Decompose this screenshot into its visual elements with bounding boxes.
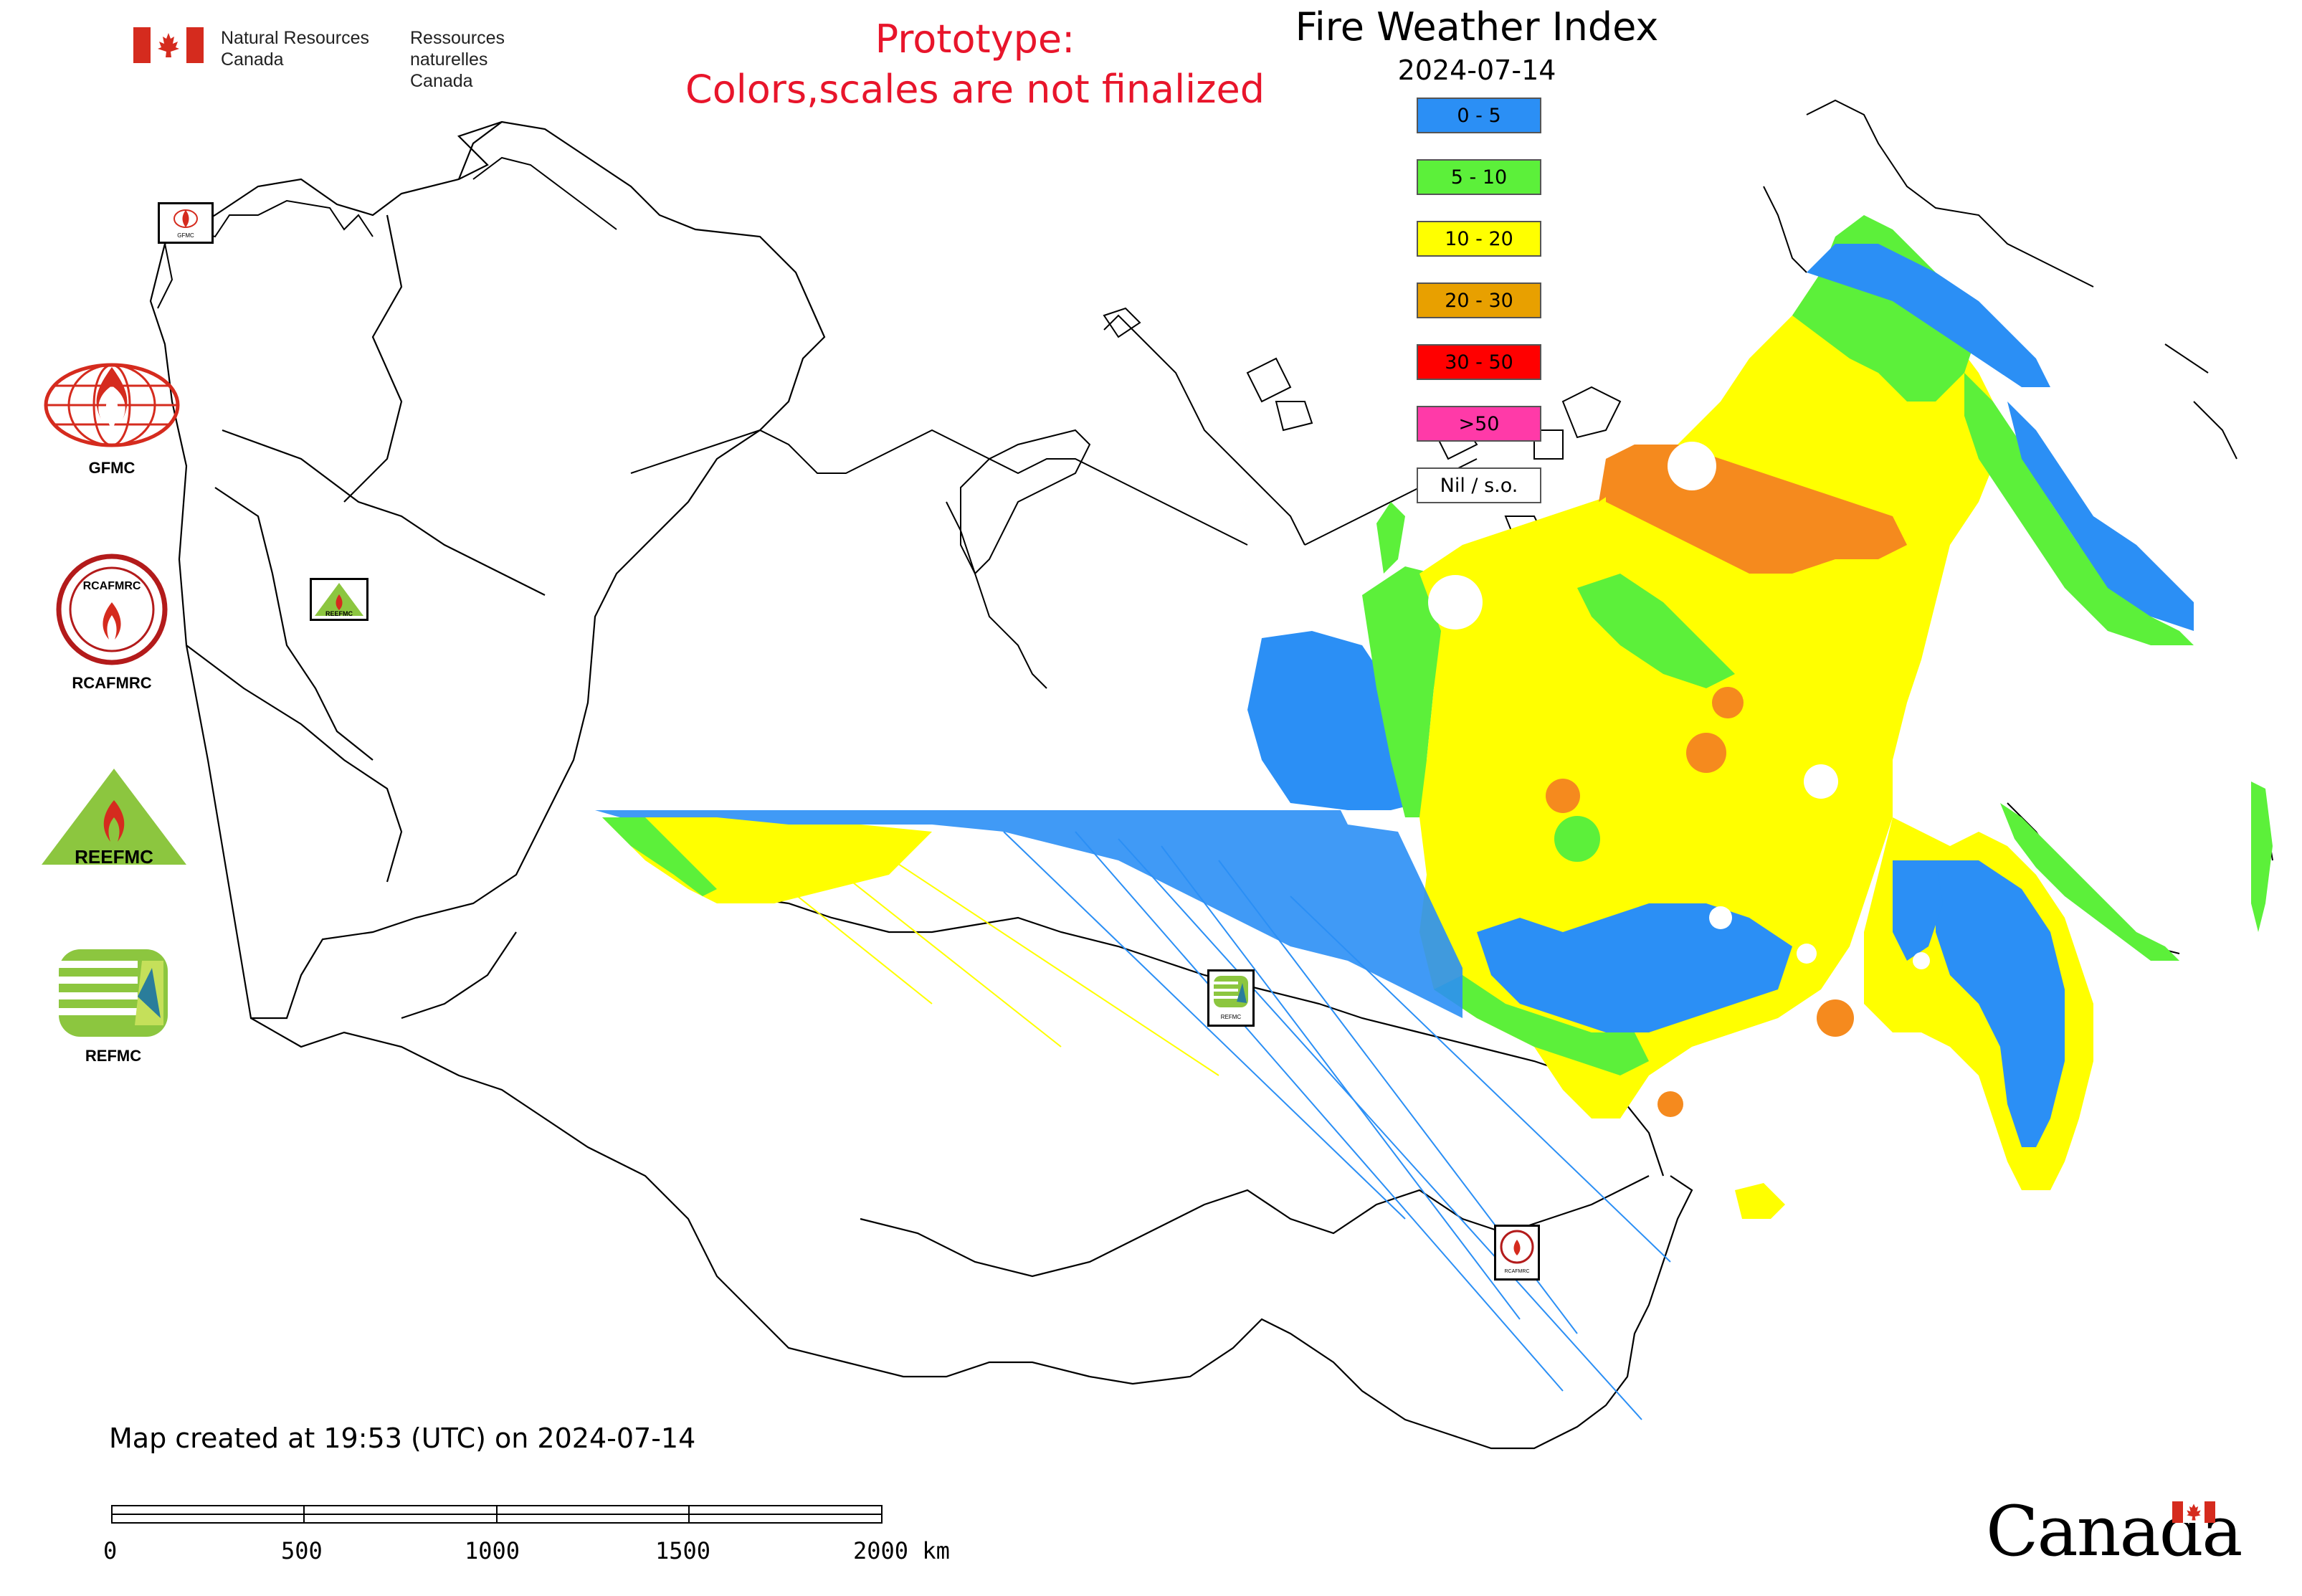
gov-en-line1: Natural Resources [221, 28, 370, 48]
gfmc-marker-icon: GFMC [173, 209, 198, 239]
svg-text:REEFMC: REEFMC [325, 610, 353, 617]
legend-label: 0 - 5 [1457, 104, 1501, 127]
map-title: Fire Weather Index [1295, 4, 1659, 49]
reefmc-marker[interactable]: REEFMC [310, 578, 368, 621]
svg-text:GFMC: GFMC [177, 232, 194, 239]
refmc-label: REFMC [85, 1047, 142, 1065]
rcafmrc-marker-icon: RCAFMRC [1500, 1230, 1534, 1274]
legend: 0 - 5 5 - 10 10 - 20 20 - 30 30 - 50 >50… [1417, 98, 1541, 529]
fwi-shading [595, 215, 2273, 1420]
wordmark-flag-icon [2172, 1501, 2215, 1523]
gfmc-label: GFMC [88, 459, 135, 477]
svg-text:REFMC: REFMC [1221, 1014, 1242, 1020]
legend-item-0-5: 0 - 5 [1417, 98, 1541, 133]
legend-item-30-50: 30 - 50 [1417, 344, 1541, 380]
refmc-marker-icon: REFMC [1214, 976, 1248, 1020]
nova-zemlya-outline [960, 429, 1091, 575]
legend-label: >50 [1458, 412, 1500, 435]
legend-item-5-10: 5 - 10 [1417, 159, 1541, 195]
rcafmrc-logo: RCAFMRC RCAFMRC [54, 552, 169, 693]
prototype-line1: Prototype: [875, 16, 1075, 62]
gov-fr-line2: Canada [410, 71, 473, 91]
scale-bar [111, 1505, 883, 1524]
scale-label-1500: 1500 [655, 1537, 711, 1564]
refmc-marker[interactable]: REFMC [1207, 969, 1255, 1027]
rcafmrc-marker[interactable]: RCAFMRC [1494, 1225, 1540, 1281]
gov-name-en: Natural Resources Canada [221, 27, 393, 70]
gov-en-line2: Canada [221, 49, 284, 70]
scale-label-2000-km: 2000 km [853, 1537, 950, 1564]
scale-label-500: 500 [281, 1537, 323, 1564]
reefmc-logo: REEFMC [37, 764, 191, 875]
rcafmrc-logo-icon: RCAFMRC [56, 554, 168, 665]
legend-item-10-20: 10 - 20 [1417, 221, 1541, 257]
canada-flag-icon [133, 27, 204, 63]
gov-name-fr: Ressources naturelles Canada [410, 27, 582, 92]
svg-text:RCAFMRC: RCAFMRC [83, 580, 141, 592]
legend-item-gt50: >50 [1417, 406, 1541, 442]
legend-label: Nil / s.o. [1440, 474, 1518, 497]
prototype-line2: Colors,scales are not finalized [685, 67, 1265, 112]
gfmc-logo-icon [44, 363, 180, 447]
refmc-logo-icon [59, 949, 168, 1037]
svg-text:REEFMC: REEFMC [75, 846, 153, 868]
map-created-text: Map created at 19:53 (UTC) on 2024-07-14 [109, 1422, 696, 1454]
gov-fr-line1: Ressources naturelles [410, 28, 505, 70]
legend-label: 20 - 30 [1445, 289, 1513, 312]
legend-item-20-30: 20 - 30 [1417, 282, 1541, 318]
scale-label-0: 0 [103, 1537, 118, 1564]
map-date: 2024-07-14 [1397, 54, 1556, 86]
legend-label: 5 - 10 [1450, 166, 1508, 189]
svg-text:RCAFMRC: RCAFMRC [1505, 1269, 1530, 1274]
legend-label: 30 - 50 [1445, 351, 1513, 374]
reefmc-logo-icon: REEFMC [42, 769, 186, 868]
gov-signature: Natural Resources Canada Ressources natu… [133, 27, 582, 92]
scale-label-1000: 1000 [465, 1537, 520, 1564]
legend-item-nil: Nil / s.o. [1417, 467, 1541, 503]
legend-label: 10 - 20 [1445, 227, 1513, 250]
reefmc-marker-icon: REEFMC [315, 583, 363, 617]
gfmc-marker[interactable]: GFMC [158, 202, 214, 244]
gfmc-logo: GFMC [40, 358, 184, 478]
prototype-notice: Prototype: Colors,scales are not finaliz… [652, 14, 1298, 115]
rcafmrc-label: RCAFMRC [72, 674, 152, 692]
refmc-logo: REFMC [56, 946, 171, 1065]
